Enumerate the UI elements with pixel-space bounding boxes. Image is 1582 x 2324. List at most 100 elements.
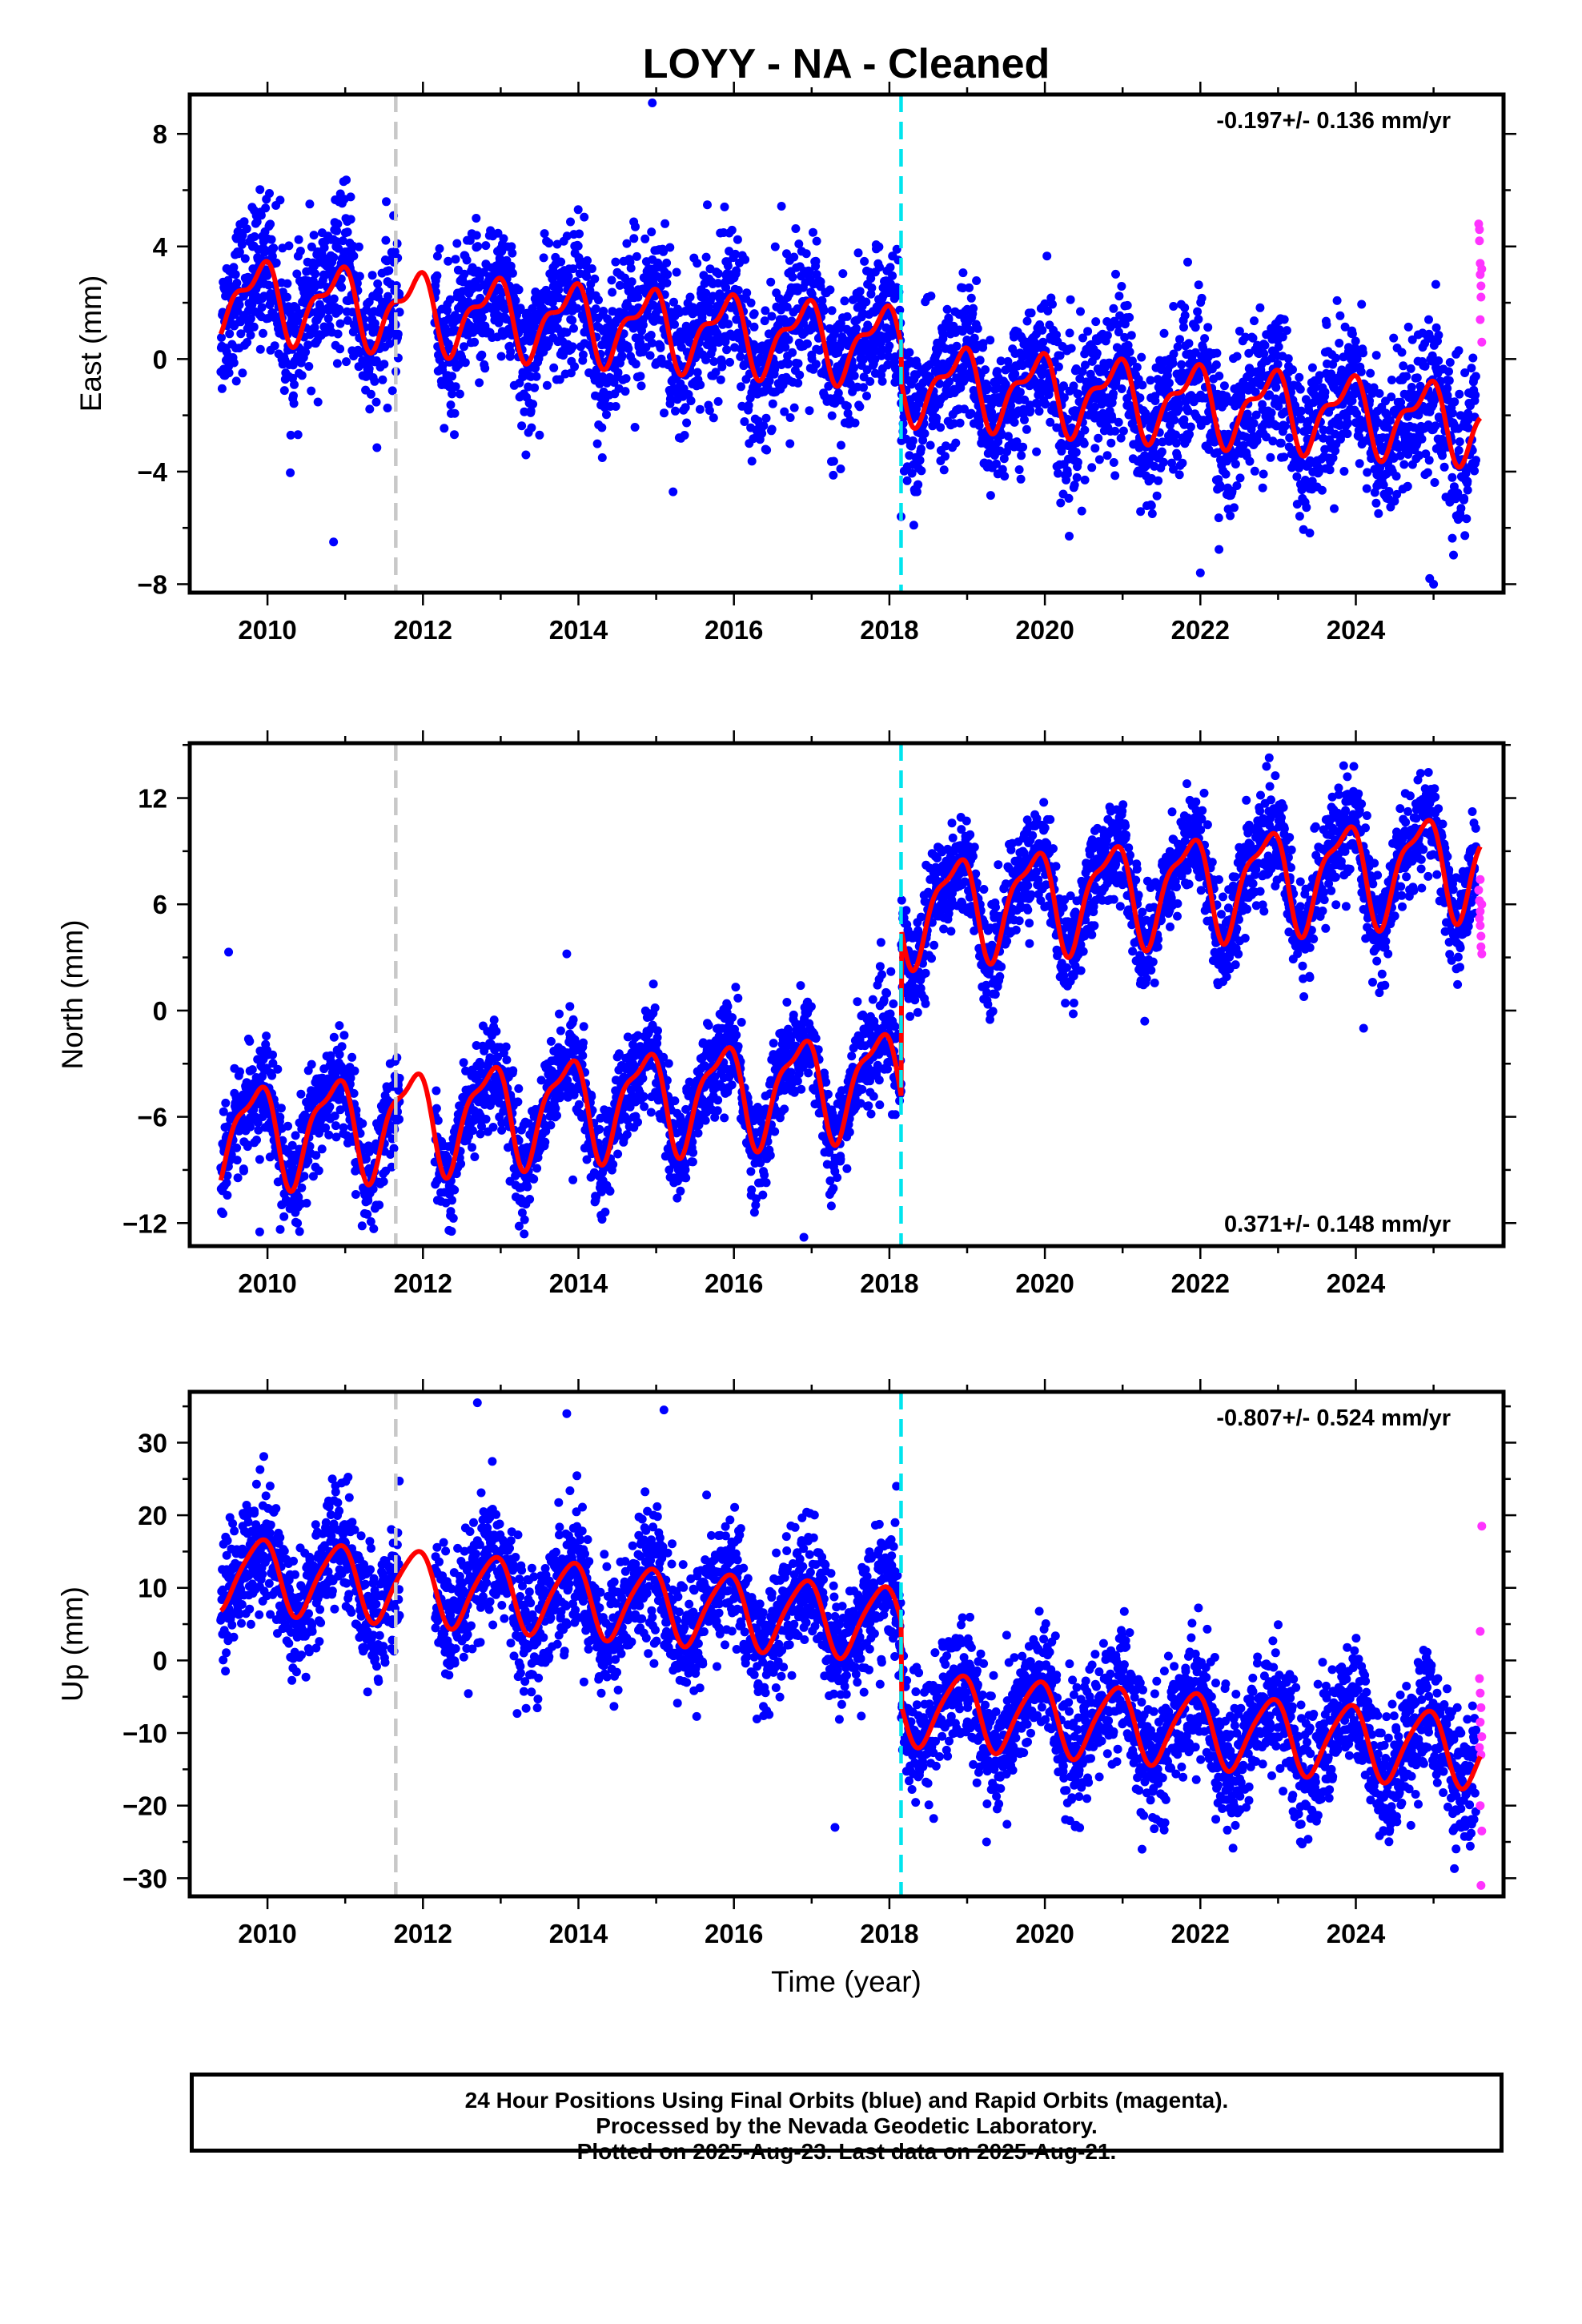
final-orbit-point bbox=[1184, 339, 1194, 348]
final-orbit-point bbox=[381, 235, 391, 245]
final-orbit-point bbox=[284, 241, 294, 251]
final-orbit-point bbox=[1343, 429, 1352, 439]
final-orbit-point bbox=[535, 430, 544, 440]
final-orbit-point bbox=[580, 212, 589, 222]
final-orbit-point bbox=[732, 266, 741, 275]
final-orbit-point bbox=[1460, 531, 1470, 541]
final-orbit-point bbox=[631, 222, 640, 231]
final-orbit-point bbox=[354, 242, 363, 251]
final-orbit-point bbox=[432, 287, 440, 297]
final-orbit-point bbox=[275, 195, 285, 205]
final-orbit-point bbox=[328, 266, 337, 275]
final-orbit-point bbox=[1311, 383, 1320, 392]
final-orbit-point bbox=[912, 487, 921, 497]
x-tick-label: 2016 bbox=[705, 615, 763, 645]
final-orbit-point bbox=[1127, 356, 1137, 366]
final-orbit-point bbox=[325, 1102, 335, 1112]
final-orbit-point bbox=[783, 359, 793, 368]
final-orbit-point bbox=[448, 1196, 456, 1205]
final-orbit-point bbox=[570, 362, 580, 372]
final-orbit-point bbox=[1274, 342, 1283, 352]
final-orbit-point bbox=[958, 283, 968, 293]
x-tick-label: 2022 bbox=[1171, 615, 1230, 645]
final-orbit-point bbox=[760, 316, 769, 326]
final-orbit-point bbox=[701, 355, 711, 364]
final-orbit-point bbox=[746, 298, 756, 308]
final-orbit-point bbox=[219, 1209, 227, 1218]
final-orbit-point bbox=[556, 257, 566, 267]
panel-north: 2010 2012 2014 2016 2018 2020 2022 2024−12−6061… bbox=[56, 730, 1516, 1298]
final-orbit-point bbox=[361, 1154, 371, 1164]
final-orbit-point bbox=[884, 352, 893, 361]
final-orbit-point bbox=[476, 1129, 485, 1139]
final-orbit-point bbox=[1244, 348, 1254, 358]
final-orbit-point bbox=[1307, 363, 1317, 372]
final-orbit-point bbox=[1107, 414, 1117, 424]
final-orbit-point bbox=[794, 239, 804, 249]
final-orbit-point bbox=[1042, 251, 1052, 261]
final-orbit-point bbox=[695, 404, 705, 414]
final-orbit-point bbox=[395, 1115, 404, 1124]
final-orbit-point bbox=[1387, 376, 1396, 384]
final-orbit-point bbox=[297, 371, 307, 380]
final-orbit-point bbox=[701, 288, 711, 298]
final-orbit-point bbox=[1351, 336, 1360, 346]
final-orbit-point bbox=[256, 211, 266, 220]
final-orbit-point bbox=[1399, 460, 1409, 469]
final-orbit-point bbox=[1010, 369, 1020, 379]
final-orbit-point bbox=[242, 224, 251, 234]
final-orbit-point bbox=[1043, 306, 1053, 316]
final-orbit-point bbox=[640, 234, 650, 243]
final-orbit-point bbox=[1015, 388, 1025, 397]
final-orbit-point bbox=[1292, 472, 1302, 481]
final-orbit-point bbox=[1016, 474, 1026, 484]
panel-frame bbox=[187, 92, 1506, 595]
final-orbit-point bbox=[1111, 269, 1120, 279]
final-orbit-point bbox=[346, 192, 355, 202]
final-orbit-point bbox=[1114, 417, 1123, 427]
final-orbit-point bbox=[1420, 361, 1430, 371]
final-orbit-point bbox=[480, 364, 490, 373]
final-orbit-point bbox=[608, 287, 617, 297]
final-orbit-point bbox=[335, 304, 344, 314]
final-orbit-point bbox=[784, 335, 793, 344]
final-orbit-point bbox=[339, 1123, 348, 1132]
final-orbit-point bbox=[1423, 468, 1432, 477]
final-orbit-point bbox=[506, 261, 516, 271]
final-orbit-point bbox=[725, 357, 734, 367]
final-orbit-point bbox=[527, 423, 536, 432]
final-orbit-point bbox=[788, 348, 797, 357]
final-orbit-point bbox=[1449, 550, 1458, 560]
final-orbit-point bbox=[958, 268, 968, 278]
final-orbit-point bbox=[1278, 332, 1287, 342]
final-orbit-point bbox=[387, 386, 397, 396]
final-orbit-point bbox=[1219, 381, 1229, 391]
velocity-rate-label: -0.197+/- 0.136 mm/yr bbox=[1216, 108, 1451, 134]
final-orbit-point bbox=[587, 264, 596, 273]
final-orbit-point bbox=[393, 329, 403, 339]
final-orbit-point bbox=[246, 1122, 255, 1132]
final-orbit-point bbox=[1177, 360, 1186, 369]
final-orbit-point bbox=[261, 203, 271, 213]
final-orbit-point bbox=[1463, 476, 1472, 486]
x-tick-label: 2010 bbox=[238, 615, 296, 645]
final-orbit-point bbox=[805, 406, 814, 416]
final-orbit-point bbox=[460, 269, 469, 279]
final-orbit-point bbox=[1102, 331, 1112, 340]
rapid-orbit-point bbox=[1475, 225, 1484, 235]
final-orbit-point bbox=[837, 440, 845, 450]
final-orbit-point bbox=[455, 389, 464, 399]
final-orbit-point bbox=[1174, 470, 1184, 480]
final-orbit-point bbox=[460, 342, 468, 352]
final-orbit-point bbox=[662, 258, 672, 267]
final-orbit-point bbox=[246, 331, 255, 340]
final-orbit-point bbox=[849, 371, 859, 380]
final-orbit-point bbox=[462, 255, 472, 265]
final-orbit-point bbox=[1450, 397, 1460, 407]
final-orbit-point bbox=[528, 400, 538, 409]
final-orbit-point bbox=[1397, 348, 1407, 357]
final-orbit-point bbox=[1285, 433, 1295, 443]
final-orbit-point bbox=[374, 287, 383, 296]
final-orbit-point bbox=[709, 357, 719, 366]
final-orbit-point bbox=[569, 324, 578, 333]
